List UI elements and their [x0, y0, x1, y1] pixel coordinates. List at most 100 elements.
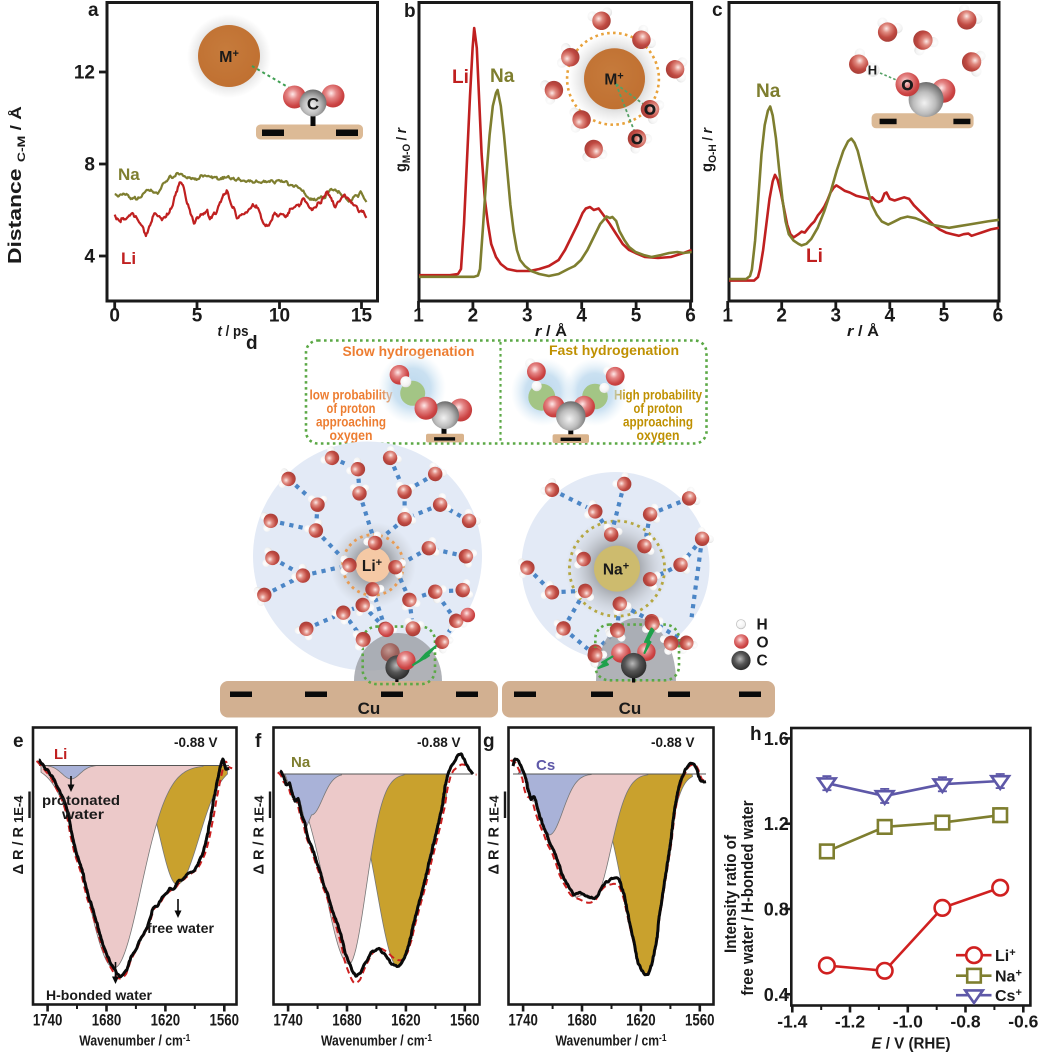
svg-text:-1.2: -1.2 — [835, 1012, 865, 1032]
svg-text:Li: Li — [452, 67, 469, 88]
svg-text:3: 3 — [831, 306, 842, 327]
svg-text:6: 6 — [685, 306, 696, 327]
svg-text:Cu: Cu — [358, 699, 381, 718]
svg-text:c: c — [712, 0, 723, 21]
svg-text:Δ R / R 1E-4: Δ R / R 1E-4 — [252, 795, 268, 875]
svg-text:H-bonded water: H-bonded water — [46, 987, 153, 1003]
svg-text:C: C — [307, 95, 319, 114]
svg-text:free water / H-bonded water: free water / H-bonded water — [739, 800, 757, 996]
svg-text:1740: 1740 — [273, 1011, 303, 1030]
svg-text:O: O — [631, 131, 643, 148]
svg-text:H: H — [868, 63, 877, 78]
svg-text:1: 1 — [413, 306, 424, 327]
svg-text:oxygen: oxygen — [637, 428, 680, 443]
svg-text:-1.0: -1.0 — [893, 1012, 923, 1032]
svg-text:Li: Li — [806, 246, 823, 267]
svg-text:1620: 1620 — [626, 1011, 656, 1030]
svg-text:1: 1 — [722, 306, 733, 327]
svg-text:e: e — [13, 731, 24, 752]
svg-text:Na+: Na+ — [603, 561, 629, 579]
svg-text:water: water — [61, 806, 105, 822]
svg-text:3: 3 — [522, 306, 533, 327]
svg-text:4: 4 — [84, 247, 95, 268]
svg-text:0: 0 — [109, 306, 120, 327]
svg-text:Na: Na — [118, 165, 140, 184]
svg-text:-0.6: -0.6 — [1008, 1012, 1038, 1032]
svg-text:1560: 1560 — [685, 1011, 715, 1030]
svg-text:Intensity ratio of: Intensity ratio of — [722, 835, 740, 953]
svg-text:1.2: 1.2 — [764, 814, 789, 834]
svg-text:-0.88 V: -0.88 V — [417, 735, 461, 750]
svg-text:Na: Na — [490, 66, 515, 87]
svg-text:Distance C-M / Å: Distance C-M / Å — [5, 106, 28, 264]
svg-text:1680: 1680 — [567, 1011, 597, 1030]
svg-text:Δ R / R 1E-4: Δ R / R 1E-4 — [11, 795, 27, 875]
svg-text:2: 2 — [468, 306, 479, 327]
svg-text:Cu: Cu — [619, 699, 642, 718]
svg-text:1740: 1740 — [33, 1011, 63, 1030]
svg-text:r / Å: r / Å — [535, 323, 568, 340]
svg-text:8: 8 — [84, 155, 95, 176]
svg-text:O: O — [757, 635, 769, 652]
svg-text:Li: Li — [54, 746, 67, 763]
svg-text:O: O — [644, 102, 656, 119]
svg-text:Na+: Na+ — [995, 968, 1022, 986]
svg-text:0.4: 0.4 — [764, 985, 789, 1005]
svg-text:5: 5 — [939, 306, 950, 327]
svg-text:4: 4 — [576, 306, 587, 327]
svg-text:Na: Na — [291, 754, 311, 771]
svg-text:Cs: Cs — [536, 757, 555, 774]
svg-text:10: 10 — [269, 306, 290, 327]
svg-text:1560: 1560 — [450, 1011, 480, 1030]
svg-text:g: g — [483, 731, 495, 752]
svg-text:High probability: High probability — [614, 388, 702, 403]
svg-text:5: 5 — [631, 306, 642, 327]
svg-text:-0.88 V: -0.88 V — [651, 735, 695, 750]
svg-text:Wavenumber / cm-1: Wavenumber / cm-1 — [321, 1033, 432, 1050]
svg-text:t / ps: t / ps — [218, 324, 249, 340]
svg-text:Cs+: Cs+ — [995, 987, 1022, 1005]
svg-text:of proton: of proton — [634, 401, 683, 416]
svg-text:a: a — [88, 0, 99, 21]
svg-text:r / Å: r / Å — [847, 323, 880, 340]
svg-text:Wavenumber / cm-1: Wavenumber / cm-1 — [556, 1033, 667, 1050]
svg-text:Na: Na — [756, 81, 781, 102]
svg-text:-0.88 V: -0.88 V — [174, 735, 218, 750]
svg-text:f: f — [255, 731, 262, 752]
svg-text:6: 6 — [993, 306, 1004, 327]
svg-text:Δ R / R 1E-4: Δ R / R 1E-4 — [487, 795, 503, 875]
svg-text:C: C — [757, 653, 768, 670]
svg-text:Wavenumber / cm-1: Wavenumber / cm-1 — [79, 1033, 190, 1050]
svg-text:4: 4 — [885, 306, 896, 327]
svg-text:Li: Li — [121, 249, 136, 268]
svg-text:protonated: protonated — [42, 792, 120, 808]
svg-text:-0.8: -0.8 — [950, 1012, 980, 1032]
svg-text:2: 2 — [776, 306, 787, 327]
svg-text:-1.4: -1.4 — [777, 1012, 807, 1032]
svg-text:12: 12 — [74, 63, 95, 84]
svg-text:O: O — [902, 77, 914, 94]
svg-text:1680: 1680 — [92, 1011, 122, 1030]
svg-text:of proton: of proton — [327, 401, 376, 416]
svg-text:Fast hydrogenation: Fast hydrogenation — [549, 343, 679, 358]
svg-text:b: b — [404, 1, 416, 22]
svg-text:H: H — [757, 617, 768, 634]
svg-text:0.8: 0.8 — [764, 900, 789, 920]
svg-text:5: 5 — [192, 306, 203, 327]
svg-text:approaching: approaching — [623, 415, 693, 430]
svg-text:h: h — [750, 724, 762, 745]
svg-text:low probability: low probability — [310, 388, 393, 403]
svg-text:1620: 1620 — [391, 1011, 421, 1030]
svg-text:Slow hydrogenation: Slow hydrogenation — [343, 344, 475, 359]
svg-text:E / V (RHE): E / V (RHE) — [872, 1036, 951, 1053]
svg-text:1.6: 1.6 — [764, 729, 789, 749]
svg-text:1740: 1740 — [508, 1011, 538, 1030]
svg-text:d: d — [246, 333, 258, 354]
svg-text:15: 15 — [351, 306, 373, 327]
svg-text:approaching: approaching — [316, 415, 386, 430]
svg-text:oxygen: oxygen — [330, 428, 373, 443]
svg-text:1680: 1680 — [332, 1011, 362, 1030]
svg-text:1620: 1620 — [151, 1011, 181, 1030]
svg-text:1560: 1560 — [210, 1011, 240, 1030]
svg-text:free water: free water — [147, 920, 215, 936]
